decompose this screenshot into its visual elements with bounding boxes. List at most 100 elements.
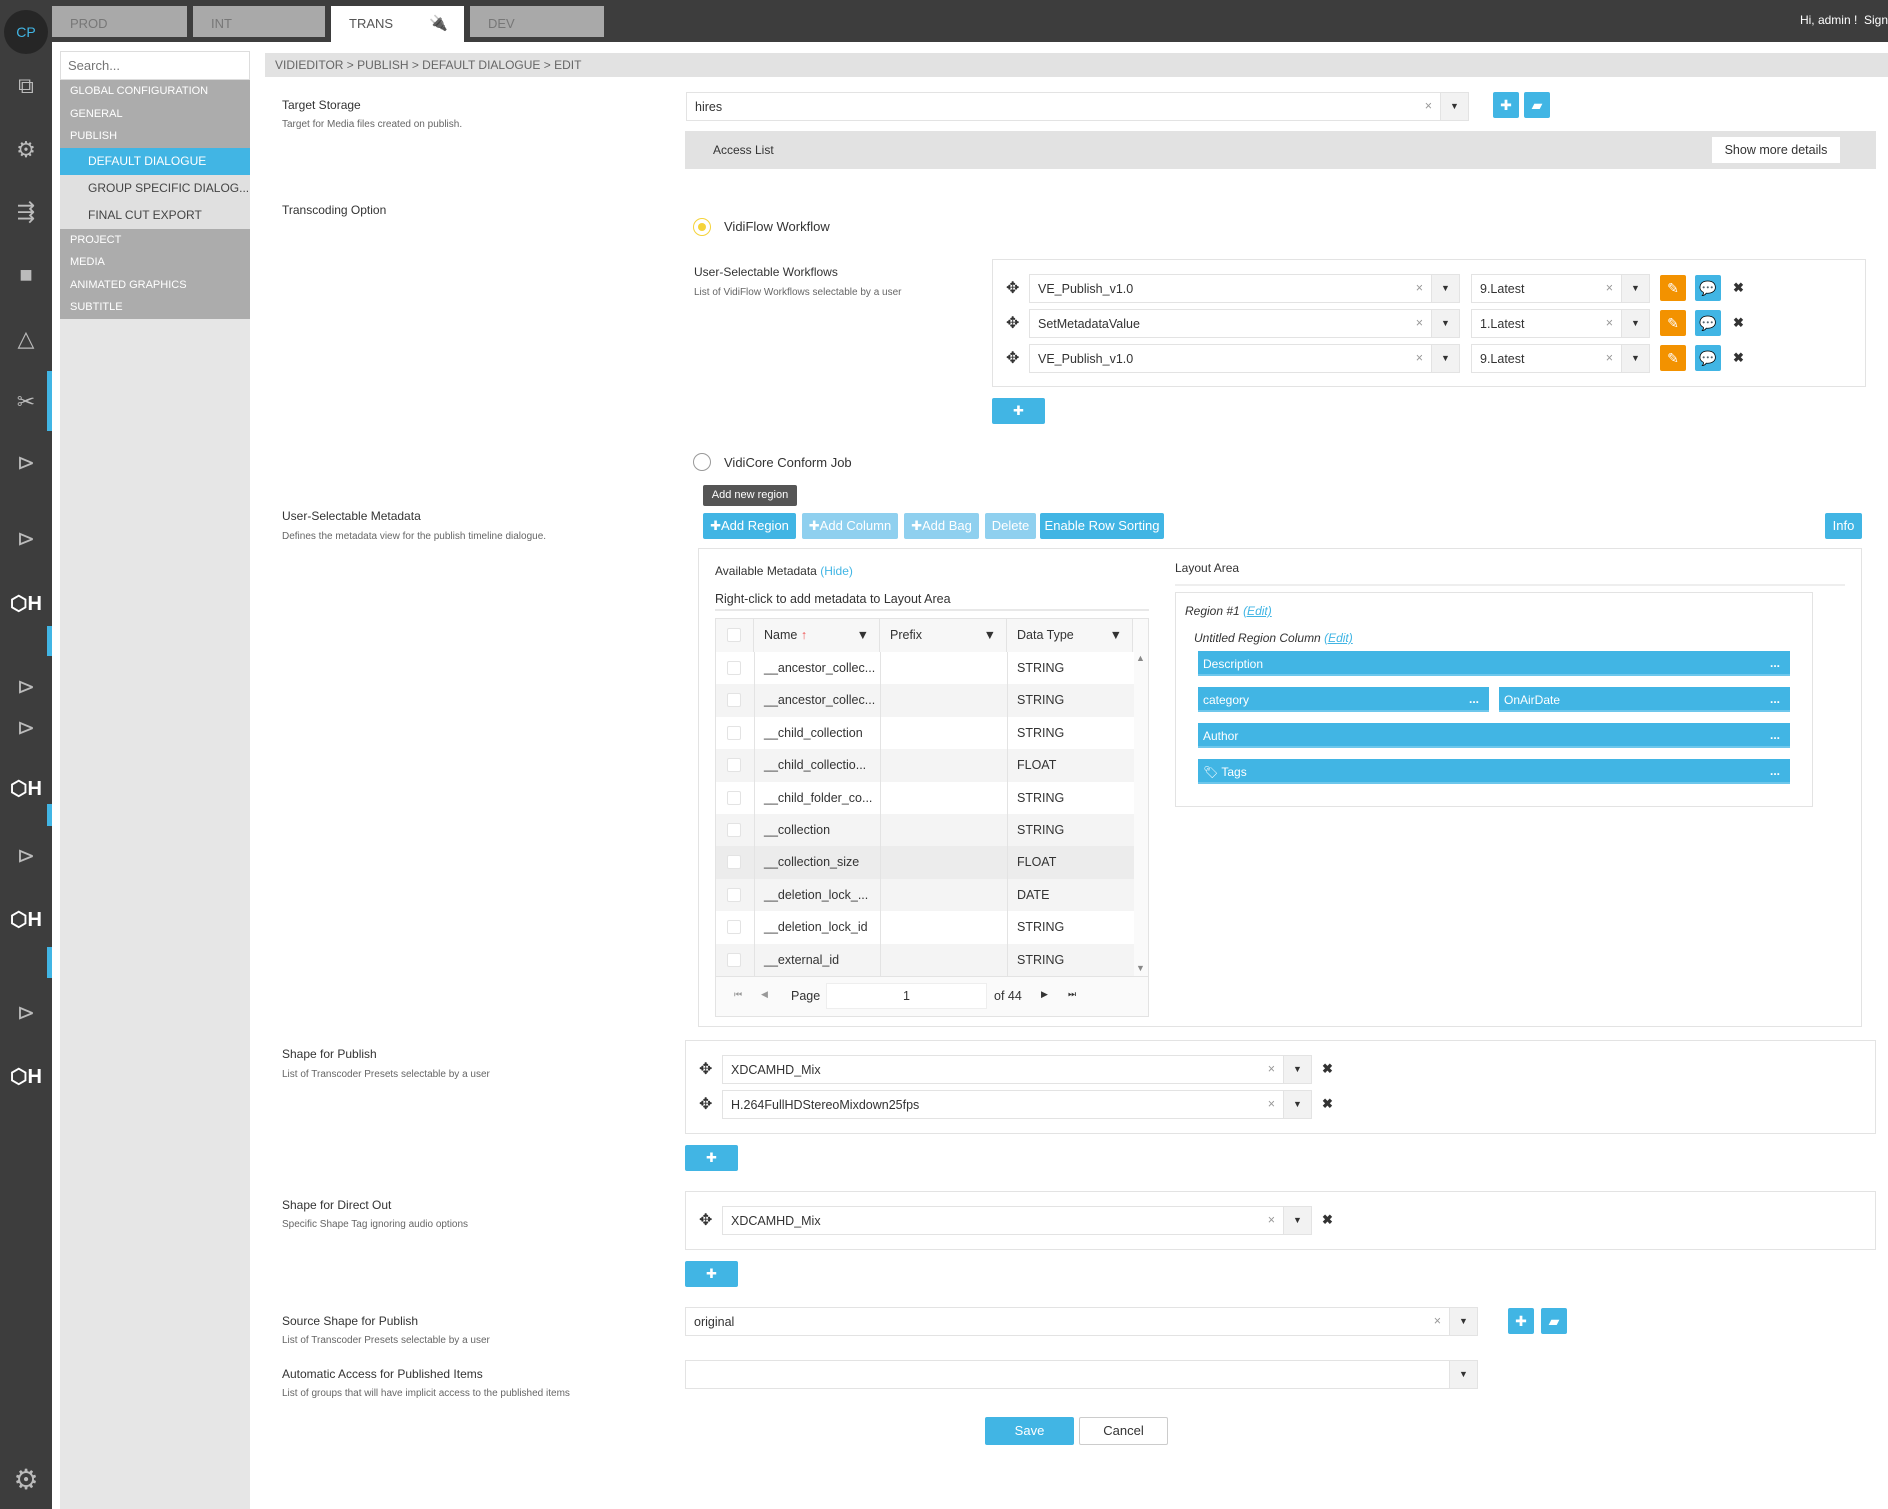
clear-icon[interactable]: × — [1415, 351, 1423, 365]
transfer-icon[interactable]: ⊳ — [16, 715, 36, 740]
version-select[interactable]: 1.Latest × ▼ — [1471, 309, 1650, 338]
table-row[interactable]: __collection STRING — [716, 814, 1134, 847]
remove-icon[interactable]: ✖ — [1322, 1212, 1333, 1227]
row-checkbox[interactable] — [727, 758, 741, 773]
more-icon[interactable]: ... — [1468, 692, 1479, 706]
table-row[interactable]: __deletion_lock_... DATE — [716, 878, 1134, 912]
h-hexagon-icon[interactable]: ⬡H — [10, 1066, 42, 1088]
filter-icon[interactable]: ▼ — [1109, 628, 1122, 642]
table-row[interactable]: __child_collectio... FLOAT — [716, 749, 1134, 782]
transfer-icon[interactable]: ⊳ — [16, 1000, 36, 1025]
add-bag-button[interactable]: ✚Add Bag — [904, 513, 979, 539]
add-source-shape-button[interactable]: ✚ — [1508, 1308, 1534, 1334]
transfer-icon[interactable]: ⊳ — [16, 674, 36, 699]
add-storage-button[interactable]: ✚ — [1493, 92, 1519, 118]
shape-select[interactable]: XDCAMHD_Mix × ▼ — [722, 1055, 1312, 1084]
drag-handle-icon[interactable]: ✥ — [699, 1096, 713, 1113]
chevron-down-icon[interactable]: ▼ — [1621, 310, 1649, 337]
row-checkbox[interactable] — [727, 887, 741, 902]
add-shape-button[interactable]: ✚ — [685, 1145, 738, 1171]
field-description[interactable]: Description... — [1198, 651, 1790, 676]
nav-item-default-dialogue[interactable]: DEFAULT DIALOGUE — [60, 147, 250, 175]
chevron-down-icon[interactable]: ▼ — [1449, 1361, 1477, 1388]
nav-item-media[interactable]: MEDIA — [60, 251, 250, 274]
nav-item-global-configuration[interactable]: GLOBAL CONFIGURATION — [60, 80, 250, 103]
chevron-down-icon[interactable]: ▼ — [1431, 310, 1459, 337]
row-checkbox[interactable] — [727, 693, 741, 708]
drag-handle-icon[interactable]: ✥ — [1006, 350, 1020, 367]
cubes-icon[interactable]: ⧉ — [18, 73, 34, 98]
chevron-down-icon[interactable]: ▼ — [1283, 1207, 1311, 1234]
datatype-column-header[interactable]: Data Type ▼ — [1007, 619, 1133, 652]
next-page-icon[interactable]: ▶ — [1041, 989, 1048, 999]
add-region-button[interactable]: ✚Add Region — [703, 513, 796, 539]
chevron-down-icon[interactable]: ▼ — [1283, 1091, 1311, 1118]
video-camera-icon[interactable]: ■ — [19, 262, 33, 287]
h-hexagon-icon[interactable]: ⬡H — [10, 909, 42, 931]
gears-icon[interactable]: ⚙ — [13, 1464, 39, 1495]
table-row[interactable]: __child_collection STRING — [716, 716, 1134, 750]
h-hexagon-icon[interactable]: ⬡H — [10, 778, 42, 800]
clear-icon[interactable]: × — [1267, 1097, 1275, 1111]
checkbox[interactable] — [727, 628, 741, 642]
save-button[interactable]: Save — [985, 1417, 1074, 1445]
tab-prod[interactable]: PROD — [52, 6, 187, 37]
more-icon[interactable]: ... — [1769, 764, 1780, 778]
page-input[interactable]: 1 — [826, 983, 987, 1009]
field-category[interactable]: category... — [1198, 687, 1489, 712]
clear-icon[interactable]: × — [1433, 1314, 1441, 1328]
table-row[interactable]: __child_folder_co... STRING — [716, 781, 1134, 815]
row-checkbox[interactable] — [727, 952, 741, 967]
edit-icon[interactable]: ✎ — [1660, 345, 1686, 371]
more-icon[interactable]: ... — [1769, 728, 1780, 742]
nav-item-publish[interactable]: PUBLISH — [60, 125, 250, 148]
table-row[interactable]: __external_id STRING — [716, 943, 1134, 977]
comment-icon[interactable]: 💬 — [1695, 275, 1721, 301]
filter-icon[interactable]: ▼ — [983, 628, 996, 642]
clear-icon[interactable]: × — [1605, 281, 1613, 295]
nav-search-input[interactable] — [60, 51, 250, 80]
clear-icon[interactable]: × — [1605, 351, 1613, 365]
version-select[interactable]: 9.Latest × ▼ — [1471, 274, 1650, 303]
select-all-header[interactable] — [716, 619, 754, 652]
chevron-down-icon[interactable]: ▼ — [1431, 275, 1459, 302]
more-icon[interactable]: ... — [1769, 656, 1780, 670]
prefix-column-header[interactable]: Prefix ▼ — [880, 619, 1007, 652]
chevron-down-icon[interactable]: ▼ — [1621, 345, 1649, 372]
clear-icon[interactable]: × — [1267, 1213, 1275, 1227]
workflow-select[interactable]: VE_Publish_v1.0 × ▼ — [1029, 274, 1460, 303]
cancel-button[interactable]: Cancel — [1079, 1417, 1168, 1445]
enable-row-sorting-button[interactable]: Enable Row Sorting — [1040, 513, 1164, 539]
comment-icon[interactable]: 💬 — [1695, 310, 1721, 336]
chevron-down-icon[interactable]: ▼ — [1440, 93, 1468, 120]
table-row[interactable]: __collection_size FLOAT — [716, 846, 1134, 879]
field-onairdate[interactable]: OnAirDate... — [1499, 687, 1790, 712]
network-icon[interactable]: ⚙ — [16, 137, 36, 162]
scroll-down-icon[interactable]: ▼ — [1136, 963, 1145, 973]
chevron-down-icon[interactable]: ▼ — [1431, 345, 1459, 372]
nav-item-final-cut-export[interactable]: FINAL CUT EXPORT — [60, 201, 250, 229]
more-icon[interactable]: ... — [1769, 692, 1780, 706]
clear-icon[interactable]: × — [1424, 99, 1432, 113]
edit-region-link[interactable]: (Edit) — [1243, 604, 1272, 618]
edit-icon[interactable]: ✎ — [1660, 310, 1686, 336]
source-shape-select[interactable]: original × ▼ — [685, 1307, 1478, 1336]
workflow-select[interactable]: VE_Publish_v1.0 × ▼ — [1029, 344, 1460, 373]
field-tags[interactable]: 🏷 Tags... — [1198, 759, 1790, 784]
transfer-icon[interactable]: ⊳ — [16, 843, 36, 868]
chevron-down-icon[interactable]: ▼ — [1449, 1308, 1477, 1335]
field-author[interactable]: Author... — [1198, 723, 1790, 748]
info-button[interactable]: Info — [1825, 513, 1862, 539]
clear-icon[interactable]: × — [1267, 1062, 1275, 1076]
cp-logo[interactable]: CP — [4, 10, 48, 54]
transfer-icon[interactable]: ⊳ — [16, 450, 36, 475]
edit-icon[interactable]: ✎ — [1660, 275, 1686, 301]
table-row[interactable]: __ancestor_collec... STRING — [716, 652, 1134, 685]
workflow-select[interactable]: SetMetadataValue × ▼ — [1029, 309, 1460, 338]
filter-icon[interactable]: ▼ — [856, 628, 869, 642]
tab-dev[interactable]: DEV — [470, 6, 604, 37]
first-page-icon[interactable]: ⏮ — [734, 989, 743, 999]
clear-icon[interactable]: × — [1415, 316, 1423, 330]
auto-access-select[interactable]: ▼ — [685, 1360, 1478, 1389]
row-checkbox[interactable] — [727, 790, 741, 805]
